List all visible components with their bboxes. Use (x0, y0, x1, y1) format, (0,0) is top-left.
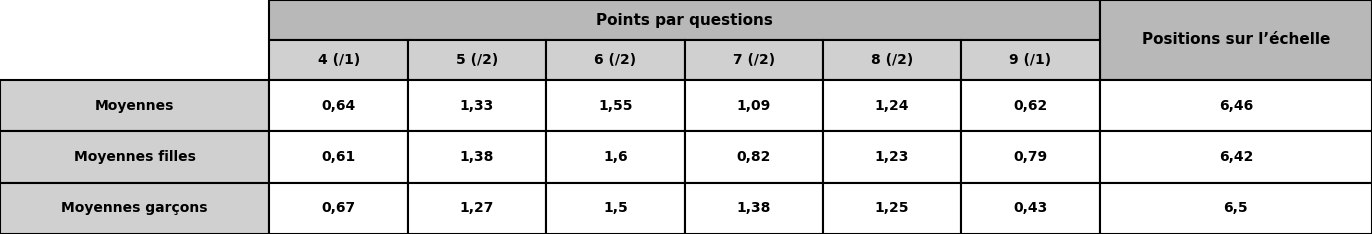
Bar (962, 183, 1099, 234)
Bar (546, 80, 685, 131)
Text: 8 (/2): 8 (/2) (871, 53, 914, 67)
Bar (269, 131, 407, 183)
Bar (823, 183, 962, 234)
Bar (962, 131, 1099, 183)
Text: 1,27: 1,27 (460, 201, 494, 215)
Text: 6,46: 6,46 (1218, 99, 1253, 113)
Text: 9 (/1): 9 (/1) (1010, 53, 1051, 67)
Text: 1,25: 1,25 (875, 201, 910, 215)
Text: 6,42: 6,42 (1218, 150, 1253, 164)
Text: 1,33: 1,33 (460, 99, 494, 113)
Text: 4 (/1): 4 (/1) (317, 53, 359, 67)
Bar (962, 80, 1099, 131)
Text: 1,5: 1,5 (602, 201, 628, 215)
Text: 1,23: 1,23 (875, 150, 910, 164)
Bar (407, 80, 546, 131)
Text: 0,62: 0,62 (1014, 99, 1048, 113)
Text: 0,43: 0,43 (1014, 201, 1048, 215)
Bar (685, 40, 823, 80)
Bar (962, 40, 1099, 80)
Bar (1099, 183, 1372, 234)
Text: 1,24: 1,24 (875, 99, 910, 113)
Bar (0, 40, 269, 80)
Text: Positions sur l’échelle: Positions sur l’échelle (1142, 33, 1329, 48)
Bar (407, 40, 546, 80)
Text: 0,79: 0,79 (1014, 150, 1047, 164)
Text: Moyennes: Moyennes (95, 99, 174, 113)
Bar (407, 183, 546, 234)
Bar (685, 183, 823, 234)
Text: 1,55: 1,55 (598, 99, 632, 113)
Text: 1,38: 1,38 (737, 201, 771, 215)
Bar (269, 40, 407, 80)
Bar (823, 40, 962, 80)
Bar (546, 131, 685, 183)
Bar (1099, 80, 1372, 131)
Text: 0,67: 0,67 (321, 201, 355, 215)
Text: Points par questions: Points par questions (595, 12, 772, 28)
Text: Moyennes filles: Moyennes filles (74, 150, 196, 164)
Text: 5 (/2): 5 (/2) (456, 53, 498, 67)
Bar (1099, 0, 1372, 80)
Bar (546, 40, 685, 80)
Text: 7 (/2): 7 (/2) (733, 53, 775, 67)
Bar (0, 80, 269, 131)
Text: 1,6: 1,6 (604, 150, 627, 164)
Bar (407, 131, 546, 183)
Bar (269, 80, 407, 131)
Bar (823, 80, 962, 131)
Bar (546, 183, 685, 234)
Bar (823, 131, 962, 183)
Bar (0, 0, 269, 40)
Bar (0, 131, 269, 183)
Bar (269, 183, 407, 234)
Text: 0,61: 0,61 (321, 150, 355, 164)
Text: 6 (/2): 6 (/2) (594, 53, 637, 67)
Text: 1,09: 1,09 (737, 99, 771, 113)
Text: 6,5: 6,5 (1224, 201, 1249, 215)
Bar (685, 131, 823, 183)
Text: Moyennes garçons: Moyennes garçons (62, 201, 209, 215)
Text: 0,64: 0,64 (321, 99, 355, 113)
Bar (685, 80, 823, 131)
Bar (0, 183, 269, 234)
Bar (269, 0, 1099, 40)
Text: 0,82: 0,82 (737, 150, 771, 164)
Text: 1,38: 1,38 (460, 150, 494, 164)
Bar (1099, 131, 1372, 183)
